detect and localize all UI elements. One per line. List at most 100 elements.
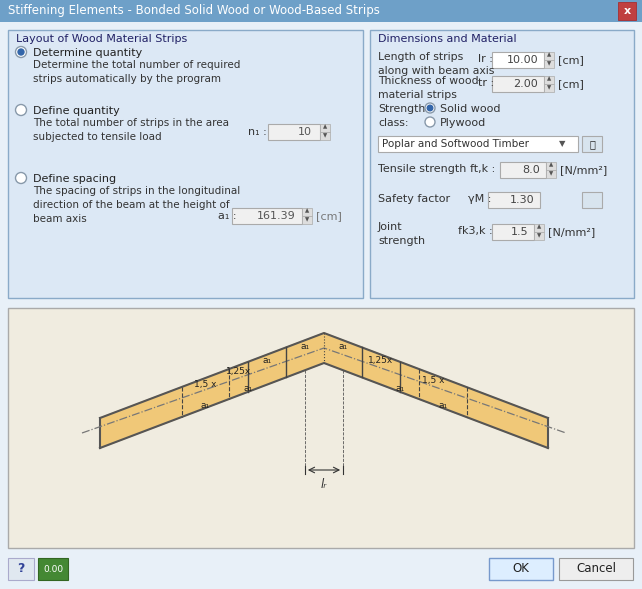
Text: [cm]: [cm]: [558, 79, 584, 89]
Text: OK: OK: [512, 562, 530, 575]
FancyBboxPatch shape: [546, 162, 556, 170]
Text: Determine the total number of required
strips automatically by the program: Determine the total number of required s…: [33, 60, 240, 84]
Text: γM :: γM :: [468, 194, 491, 204]
FancyBboxPatch shape: [0, 22, 642, 589]
FancyBboxPatch shape: [544, 60, 554, 68]
Text: ▼: ▼: [549, 171, 553, 177]
Polygon shape: [100, 333, 548, 448]
Text: a₁: a₁: [395, 385, 404, 393]
Text: Define spacing: Define spacing: [33, 174, 116, 184]
Text: Joint
strength: Joint strength: [378, 222, 425, 246]
Text: ▼: ▼: [547, 61, 551, 67]
Text: 1,5 x: 1,5 x: [194, 379, 216, 389]
Text: ft,k :: ft,k :: [470, 164, 495, 174]
FancyBboxPatch shape: [546, 170, 556, 178]
Text: [N/mm²]: [N/mm²]: [548, 227, 595, 237]
Circle shape: [15, 173, 26, 184]
FancyBboxPatch shape: [320, 132, 330, 140]
Text: a₁: a₁: [438, 401, 447, 409]
Text: Solid wood: Solid wood: [440, 104, 501, 114]
Text: a₁: a₁: [201, 401, 210, 409]
Text: 🔖: 🔖: [589, 139, 595, 149]
FancyBboxPatch shape: [488, 192, 540, 208]
Text: Length of strips
along with beam axis: Length of strips along with beam axis: [378, 52, 494, 76]
Text: ▲: ▲: [547, 52, 551, 58]
Text: fk3,k :: fk3,k :: [458, 226, 492, 236]
FancyBboxPatch shape: [582, 192, 602, 208]
FancyBboxPatch shape: [302, 216, 312, 224]
Text: a₁: a₁: [300, 342, 309, 350]
FancyBboxPatch shape: [378, 136, 578, 152]
Text: 10.00: 10.00: [507, 55, 538, 65]
Text: Layout of Wood Material Strips: Layout of Wood Material Strips: [16, 34, 187, 44]
Text: 161.39: 161.39: [257, 211, 296, 221]
Text: [cm]: [cm]: [316, 211, 342, 221]
FancyBboxPatch shape: [618, 2, 636, 20]
FancyBboxPatch shape: [534, 232, 544, 240]
Text: Strength
class:: Strength class:: [378, 104, 425, 128]
Text: 2.00: 2.00: [513, 79, 538, 89]
FancyBboxPatch shape: [268, 124, 320, 140]
FancyBboxPatch shape: [582, 136, 602, 152]
FancyBboxPatch shape: [500, 162, 546, 178]
Circle shape: [425, 117, 435, 127]
Text: Tensile strength: Tensile strength: [378, 164, 466, 174]
Text: a₁ :: a₁ :: [218, 211, 236, 221]
Text: lr :: lr :: [478, 54, 493, 64]
Text: a₁: a₁: [243, 385, 252, 393]
Text: Safety factor: Safety factor: [378, 194, 450, 204]
FancyBboxPatch shape: [544, 76, 554, 84]
FancyBboxPatch shape: [8, 558, 34, 580]
Text: Cancel: Cancel: [576, 562, 616, 575]
Text: ?: ?: [17, 562, 24, 575]
Text: ▲: ▲: [537, 224, 541, 230]
Text: Thickness of wood
material strips: Thickness of wood material strips: [378, 76, 479, 100]
FancyBboxPatch shape: [559, 558, 633, 580]
Text: tr :: tr :: [478, 78, 494, 88]
Text: ▼: ▼: [559, 140, 565, 148]
Circle shape: [18, 49, 24, 55]
Text: The spacing of strips in the longitudinal
direction of the beam at the height of: The spacing of strips in the longitudina…: [33, 186, 240, 224]
Text: ▲: ▲: [323, 124, 327, 130]
Text: n₁ :: n₁ :: [248, 127, 266, 137]
Text: ▼: ▼: [323, 134, 327, 138]
Text: ▲: ▲: [549, 163, 553, 167]
FancyBboxPatch shape: [544, 52, 554, 60]
FancyBboxPatch shape: [302, 208, 312, 216]
FancyBboxPatch shape: [320, 124, 330, 132]
Text: Dimensions and Material: Dimensions and Material: [378, 34, 517, 44]
Text: ▲: ▲: [547, 77, 551, 81]
Circle shape: [425, 103, 435, 113]
Text: 0.00: 0.00: [43, 564, 63, 574]
Text: [N/mm²]: [N/mm²]: [560, 165, 607, 175]
Text: lᵣ: lᵣ: [321, 478, 327, 491]
Text: 10: 10: [298, 127, 312, 137]
FancyBboxPatch shape: [8, 30, 363, 298]
Text: Determine quantity: Determine quantity: [33, 48, 143, 58]
FancyBboxPatch shape: [370, 30, 634, 298]
Text: 1.30: 1.30: [509, 195, 534, 205]
Text: The total number of strips in the area
subjected to tensile load: The total number of strips in the area s…: [33, 118, 229, 142]
FancyBboxPatch shape: [0, 0, 642, 22]
Circle shape: [15, 104, 26, 115]
Text: Plywood: Plywood: [440, 118, 486, 128]
FancyBboxPatch shape: [8, 308, 634, 548]
Text: 1,5 x: 1,5 x: [422, 376, 444, 385]
Text: ▼: ▼: [537, 233, 541, 239]
Text: 1.5: 1.5: [510, 227, 528, 237]
Text: Stiffening Elements - Bonded Solid Wood or Wood-Based Strips: Stiffening Elements - Bonded Solid Wood …: [8, 4, 380, 17]
Text: 8.0: 8.0: [522, 165, 540, 175]
Text: x: x: [623, 6, 630, 16]
FancyBboxPatch shape: [492, 52, 544, 68]
Text: Poplar and Softwood Timber: Poplar and Softwood Timber: [382, 139, 529, 149]
Circle shape: [427, 105, 433, 111]
Text: ▼: ▼: [547, 85, 551, 91]
Text: ▼: ▼: [305, 217, 309, 223]
FancyBboxPatch shape: [489, 558, 553, 580]
FancyBboxPatch shape: [492, 76, 544, 92]
FancyBboxPatch shape: [38, 558, 68, 580]
Text: [cm]: [cm]: [558, 55, 584, 65]
FancyBboxPatch shape: [544, 84, 554, 92]
Circle shape: [15, 47, 26, 58]
FancyBboxPatch shape: [534, 224, 544, 232]
